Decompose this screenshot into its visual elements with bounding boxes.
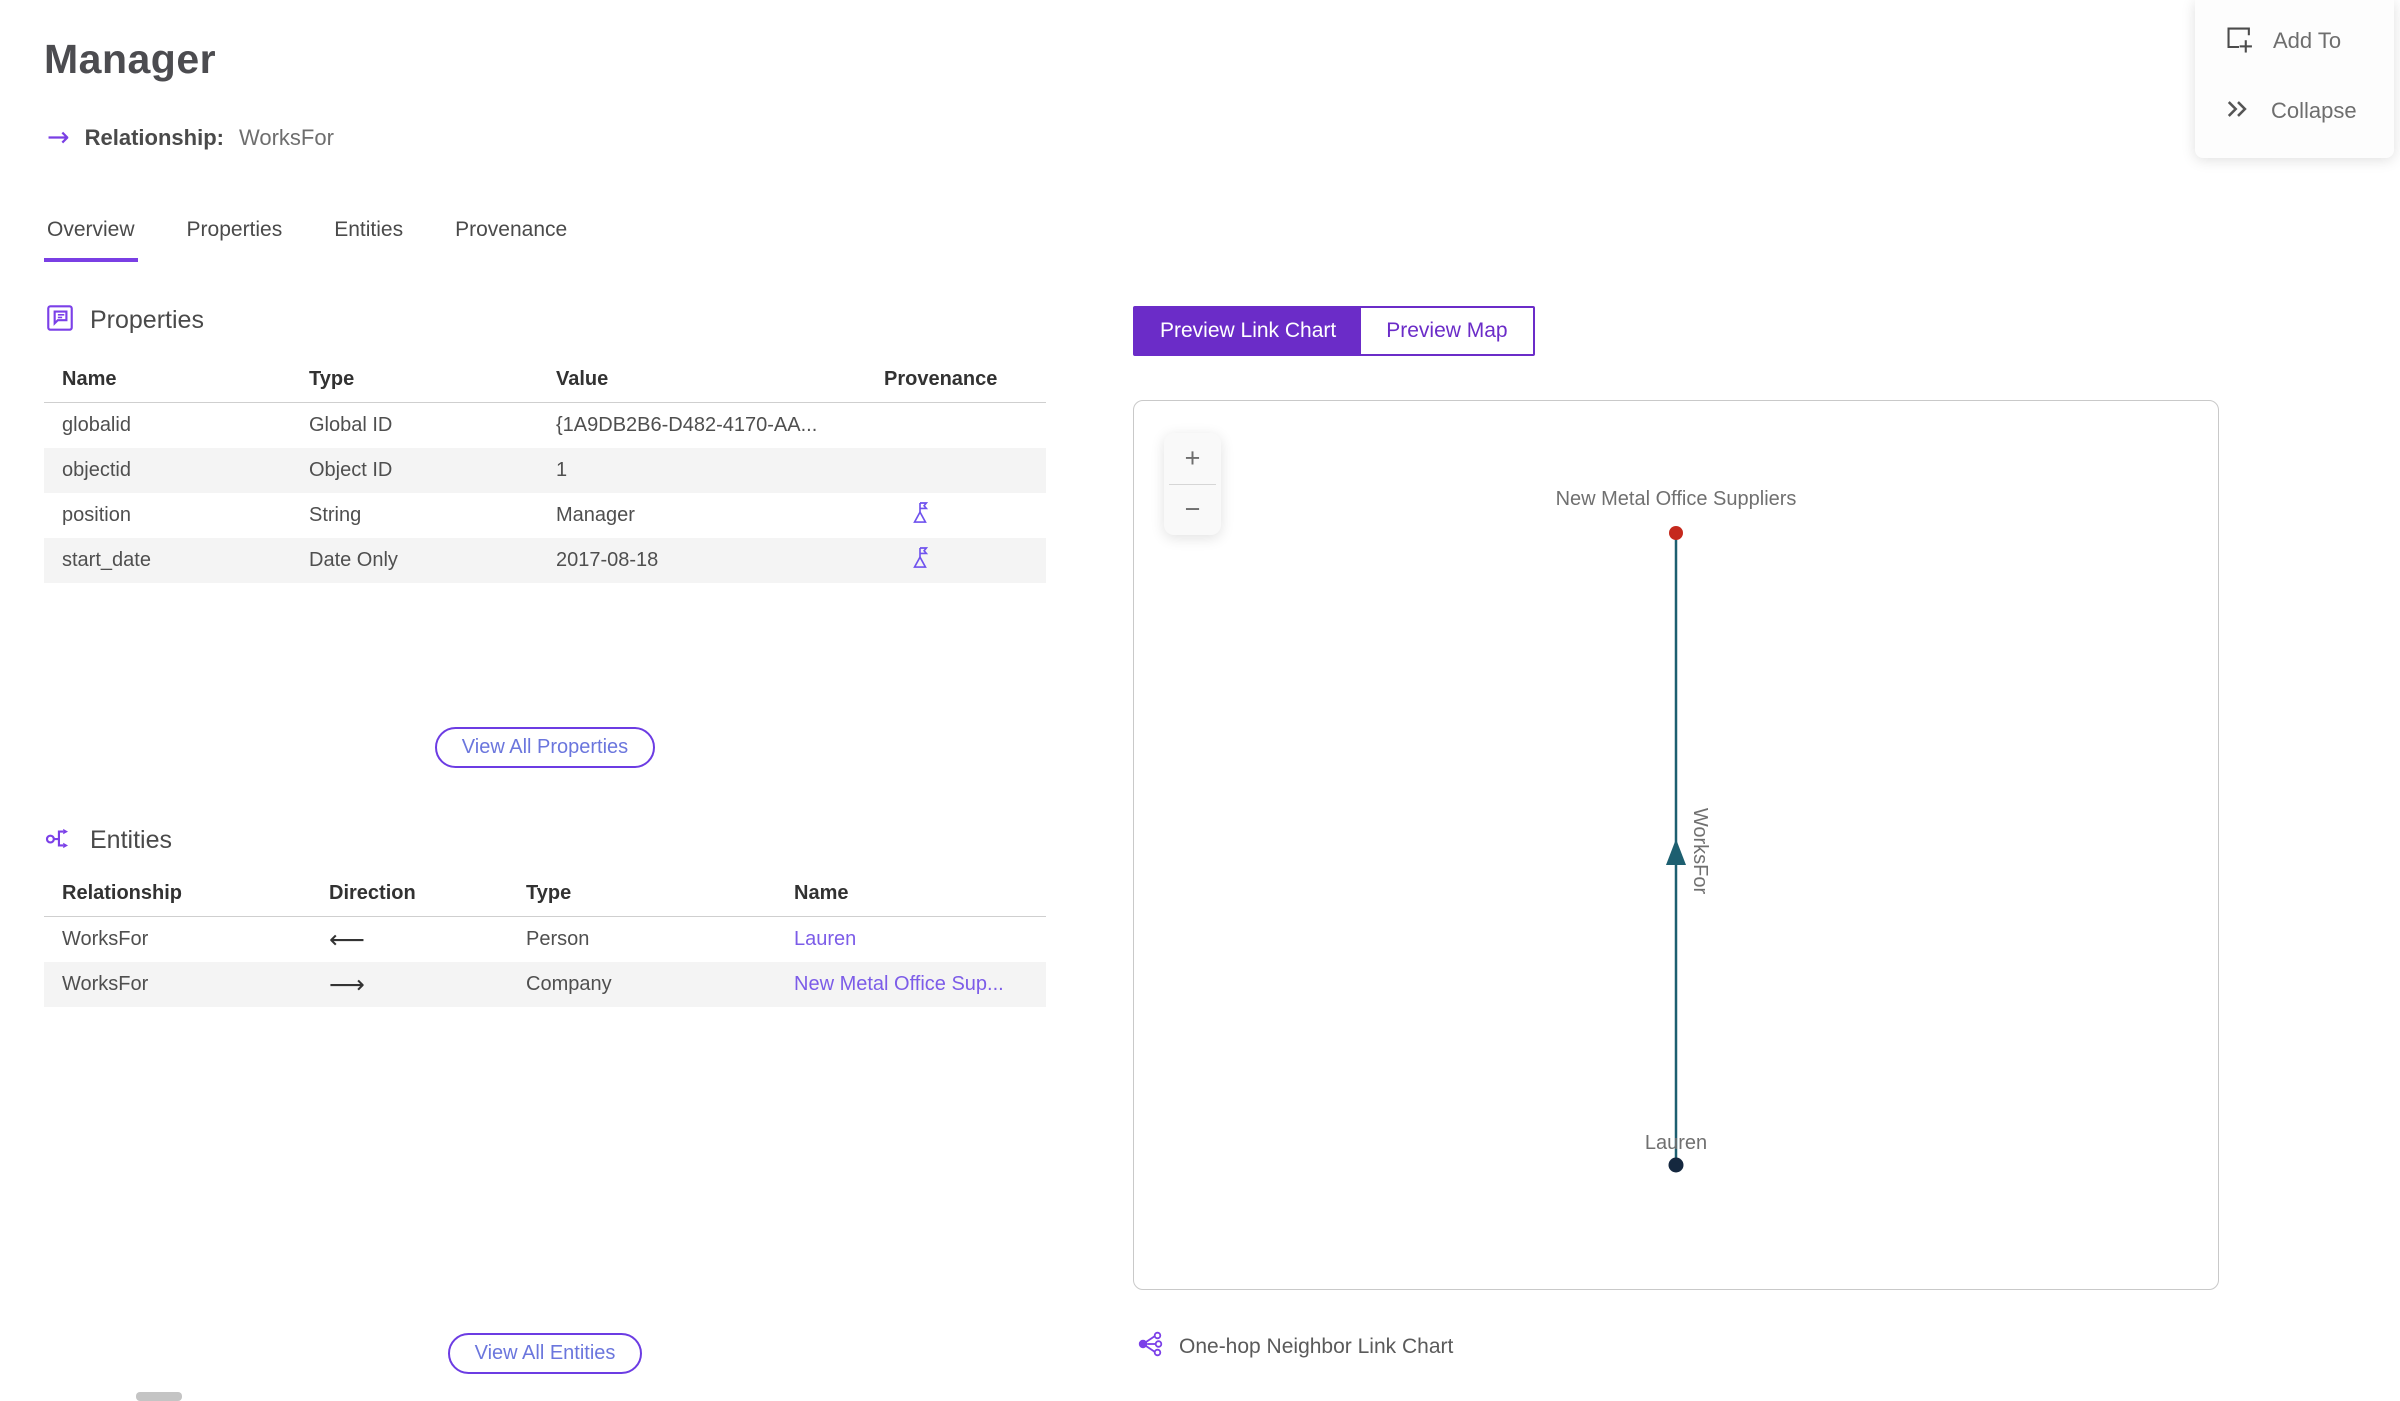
entities-section-title: Entities: [90, 826, 172, 854]
preview-toggle: Preview Link Chart Preview Map: [1133, 306, 1535, 356]
preview-map-button[interactable]: Preview Map: [1386, 319, 1508, 342]
properties-table-header: Name Type Value Provenance: [44, 357, 1046, 403]
properties-section-title: Properties: [90, 306, 204, 334]
view-all-properties-wrap: View All Properties: [44, 727, 1046, 768]
entity-relationship: WorksFor: [62, 973, 149, 995]
provenance-flag-icon[interactable]: [910, 499, 930, 533]
add-to-button[interactable]: Add To: [2195, 6, 2394, 76]
relationship-value: WorksFor: [238, 124, 334, 150]
property-name: globalid: [62, 414, 131, 436]
entity-type: Person: [526, 928, 590, 950]
entities-section-header: Entities: [44, 822, 172, 859]
node-label-person: Lauren: [1645, 1132, 1707, 1154]
page-title: Manager: [44, 36, 217, 82]
relationship-arrow-icon: →: [47, 122, 70, 153]
property-value: Manager: [556, 504, 635, 526]
tab-bar: Overview Properties Entities Provenance: [44, 214, 570, 262]
entities-table-header: Relationship Direction Type Name: [44, 871, 1046, 917]
column-header-direction: Direction: [329, 882, 416, 904]
tab-properties[interactable]: Properties: [186, 218, 283, 241]
entity-type: Company: [526, 973, 612, 995]
node-person-dot[interactable]: [1668, 1157, 1684, 1173]
edge-label: WorksFor: [1689, 808, 1711, 895]
relationship-subtitle: → Relationship: WorksFor: [47, 124, 334, 151]
property-value: {1A9DB2B6-D482-4170-AA...: [556, 414, 818, 436]
table-row: start_date Date Only 2017-08-18: [44, 538, 1046, 583]
properties-icon: [44, 302, 76, 339]
collapse-label: Collapse: [2271, 98, 2357, 123]
entity-name-link[interactable]: New Metal Office Sup...: [794, 973, 1004, 995]
preview-link-chart-button[interactable]: Preview Link Chart: [1135, 308, 1362, 354]
add-to-icon: [2223, 23, 2255, 60]
property-name: position: [62, 504, 131, 526]
property-name: objectid: [62, 459, 131, 481]
provenance-flag-icon[interactable]: [910, 544, 930, 578]
entity-name-link[interactable]: Lauren: [794, 928, 857, 950]
actions-card: Add To Collapse: [2195, 0, 2394, 158]
one-hop-link-chart-icon: [1136, 1330, 1164, 1363]
chart-caption-text: One-hop Neighbor Link Chart: [1179, 1334, 1454, 1358]
add-to-label: Add To: [2273, 28, 2342, 53]
column-header-relationship: Relationship: [62, 882, 183, 904]
table-row: globalid Global ID {1A9DB2B6-D482-4170-A…: [44, 403, 1046, 448]
properties-table: Name Type Value Provenance globalid Glob…: [44, 357, 1046, 583]
column-header-value: Value: [556, 368, 609, 390]
tab-provenance[interactable]: Provenance: [455, 218, 568, 241]
column-header-name: Name: [794, 882, 849, 904]
edge-worksfor[interactable]: [1666, 533, 1686, 1165]
view-all-entities-button[interactable]: View All Entities: [447, 1333, 643, 1374]
property-type: Date Only: [309, 549, 398, 571]
column-header-provenance: Provenance: [884, 368, 998, 390]
direction-right-arrow-icon: ⟶: [329, 970, 365, 999]
view-all-entities-wrap: View All Entities: [44, 1333, 1046, 1374]
property-value: 2017-08-18: [556, 549, 659, 571]
node-company-dot[interactable]: [1669, 526, 1683, 540]
table-row: position String Manager: [44, 493, 1046, 538]
column-header-name: Name: [62, 368, 117, 390]
property-value: 1: [556, 459, 568, 481]
column-header-type: Type: [309, 368, 355, 390]
table-row: WorksFor ⟶ Company New Metal Office Sup.…: [44, 962, 1046, 1007]
table-row: WorksFor ⟵ Person Lauren: [44, 917, 1046, 962]
entity-relationship: WorksFor: [62, 928, 149, 950]
zoom-control-divider: [1169, 483, 1216, 485]
property-type: Global ID: [309, 414, 393, 436]
property-type: Object ID: [309, 459, 393, 481]
collapse-button[interactable]: Collapse: [2195, 76, 2394, 146]
chart-caption: One-hop Neighbor Link Chart: [1136, 1330, 1453, 1363]
tab-entities[interactable]: Entities: [334, 218, 404, 241]
table-row: objectid Object ID 1: [44, 448, 1046, 493]
column-header-type: Type: [526, 882, 572, 904]
relationship-label: Relationship:: [84, 124, 224, 150]
double-chevron-right-icon: [2223, 94, 2253, 129]
zoom-in-button[interactable]: +: [1184, 442, 1201, 473]
link-chart-graph: New Metal Office Suppliers WorksFor Laur…: [1556, 488, 1797, 1173]
property-type: String: [309, 504, 362, 526]
view-all-properties-button[interactable]: View All Properties: [434, 727, 656, 768]
entities-table: Relationship Direction Type Name WorksFo…: [44, 871, 1046, 1007]
horizontal-scrollbar-thumb[interactable]: [136, 1392, 182, 1401]
direction-left-arrow-icon: ⟵: [329, 925, 365, 954]
property-name: start_date: [62, 549, 151, 571]
entities-icon: [44, 822, 76, 859]
link-chart-canvas[interactable]: New Metal Office Suppliers WorksFor Laur…: [1133, 400, 2219, 1290]
properties-section-header: Properties: [44, 302, 204, 339]
zoom-out-button[interactable]: −: [1184, 494, 1201, 525]
node-label-company: New Metal Office Suppliers: [1556, 488, 1797, 510]
tab-overview[interactable]: Overview: [44, 214, 138, 262]
zoom-control: + −: [1164, 433, 1221, 535]
